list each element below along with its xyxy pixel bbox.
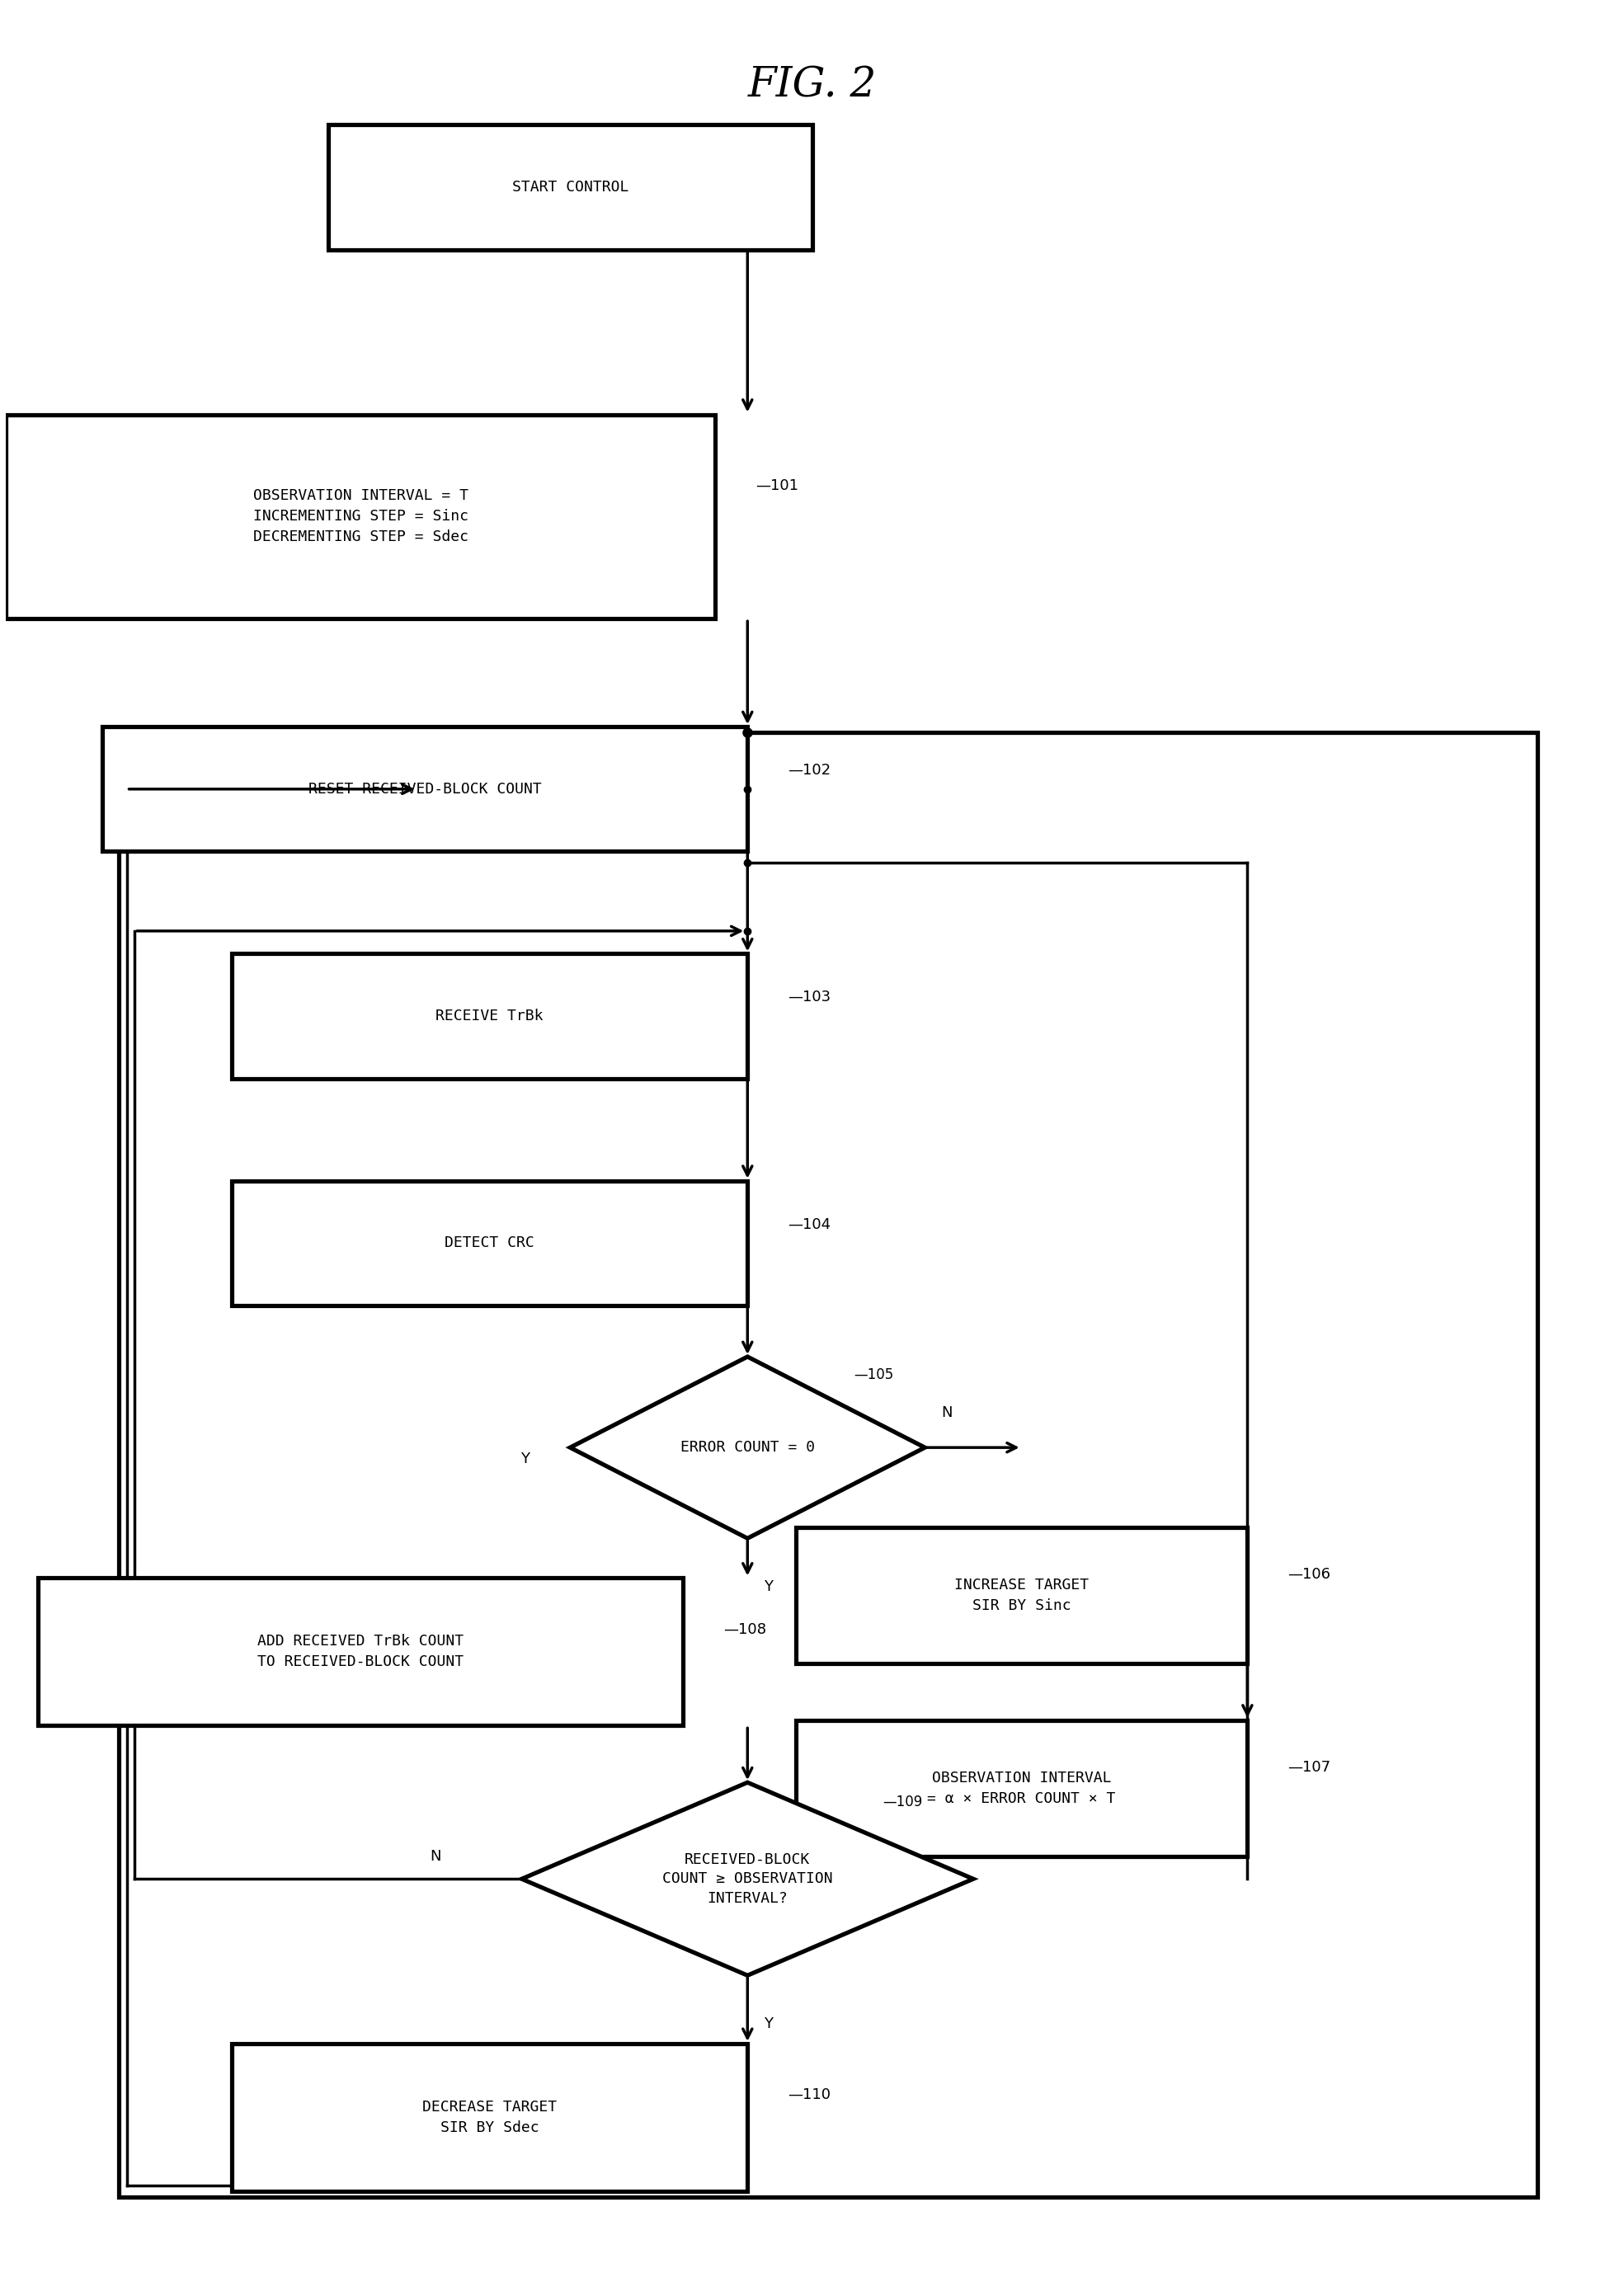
Text: DECREASE TARGET
SIR BY Sdec: DECREASE TARGET SIR BY Sdec [422, 2099, 557, 2136]
Text: —102: —102 [788, 762, 831, 778]
Text: —110: —110 [788, 2088, 831, 2102]
FancyBboxPatch shape [37, 1579, 684, 1725]
FancyBboxPatch shape [796, 1527, 1247, 1664]
Text: RECEIVE TrBk: RECEIVE TrBk [435, 1009, 544, 1025]
Text: N: N [940, 1406, 952, 1419]
Text: INCREASE TARGET
SIR BY Sinc: INCREASE TARGET SIR BY Sinc [955, 1577, 1090, 1613]
Text: RECEIVED-BLOCK
COUNT ≥ OBSERVATION
INTERVAL?: RECEIVED-BLOCK COUNT ≥ OBSERVATION INTER… [663, 1853, 833, 1905]
Text: —103: —103 [788, 990, 831, 1004]
FancyBboxPatch shape [232, 954, 747, 1079]
Text: —108: —108 [723, 1623, 767, 1636]
FancyBboxPatch shape [328, 126, 812, 249]
Text: RESET RECEIVED-BLOCK COUNT: RESET RECEIVED-BLOCK COUNT [309, 783, 541, 796]
Text: —109: —109 [883, 1794, 922, 1810]
Text: Y: Y [763, 2017, 773, 2031]
Text: DETECT CRC: DETECT CRC [445, 1237, 534, 1251]
Text: N: N [430, 1848, 442, 1864]
Text: ADD RECEIVED TrBk COUNT
TO RECEIVED-BLOCK COUNT: ADD RECEIVED TrBk COUNT TO RECEIVED-BLOC… [257, 1634, 463, 1670]
Text: —104: —104 [788, 1216, 831, 1232]
Text: —105: —105 [854, 1367, 893, 1383]
FancyBboxPatch shape [796, 1721, 1247, 1855]
FancyBboxPatch shape [232, 1180, 747, 1305]
Text: —106: —106 [1288, 1568, 1330, 1581]
Text: —101: —101 [755, 479, 799, 493]
Polygon shape [570, 1358, 926, 1538]
FancyBboxPatch shape [6, 415, 715, 618]
FancyBboxPatch shape [232, 2045, 747, 2191]
Text: OBSERVATION INTERVAL
= α × ERROR COUNT × T: OBSERVATION INTERVAL = α × ERROR COUNT ×… [927, 1771, 1116, 1805]
FancyBboxPatch shape [119, 733, 1538, 2198]
FancyBboxPatch shape [102, 726, 747, 851]
Text: Y: Y [521, 1451, 529, 1467]
Text: ERROR COUNT = 0: ERROR COUNT = 0 [680, 1440, 815, 1456]
Text: START CONTROL: START CONTROL [512, 180, 628, 194]
Text: —107: —107 [1288, 1759, 1330, 1775]
Text: OBSERVATION INTERVAL = T
INCREMENTING STEP = Sinc
DECREMENTING STEP = Sdec: OBSERVATION INTERVAL = T INCREMENTING ST… [253, 488, 468, 545]
Text: Y: Y [763, 1579, 773, 1595]
Polygon shape [521, 1782, 973, 1976]
Text: FIG. 2: FIG. 2 [747, 64, 877, 105]
